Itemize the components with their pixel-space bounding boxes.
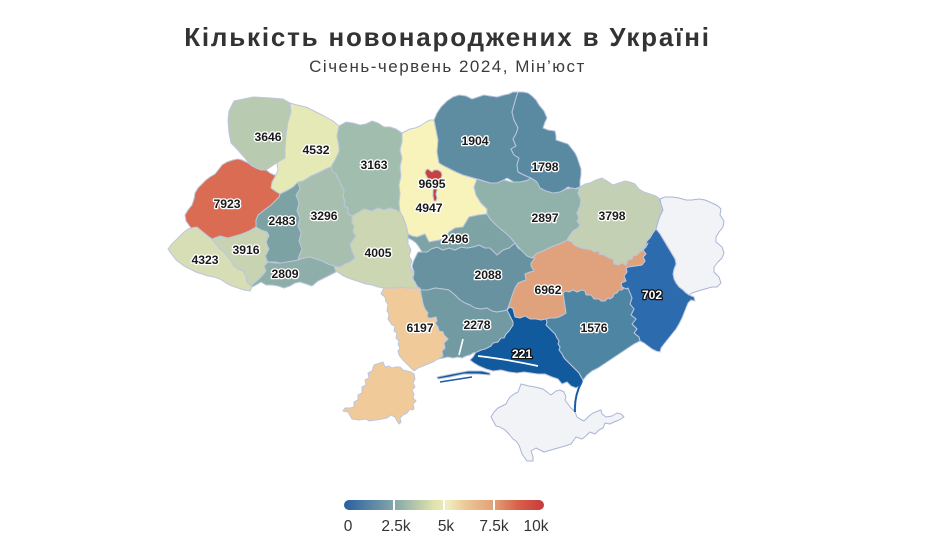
svg-text:2483: 2483 (268, 214, 295, 228)
svg-text:3646: 3646 (254, 130, 281, 144)
svg-text:3296: 3296 (310, 209, 337, 223)
svg-text:10k: 10k (524, 518, 549, 535)
svg-text:4005: 4005 (364, 246, 391, 260)
svg-text:6197: 6197 (406, 321, 433, 335)
svg-text:1904: 1904 (461, 134, 488, 148)
svg-text:221: 221 (512, 347, 533, 361)
svg-text:1798: 1798 (531, 160, 558, 174)
svg-text:3916: 3916 (232, 243, 259, 257)
svg-text:1576: 1576 (580, 321, 607, 335)
svg-text:6962: 6962 (534, 283, 561, 297)
svg-text:2.5k: 2.5k (381, 518, 411, 535)
svg-text:2088: 2088 (474, 268, 501, 282)
svg-text:9695: 9695 (418, 177, 445, 191)
svg-text:3798: 3798 (598, 209, 625, 223)
svg-text:0: 0 (344, 518, 353, 535)
svg-text:4323: 4323 (191, 253, 218, 267)
svg-text:7.5k: 7.5k (479, 518, 509, 535)
svg-text:702: 702 (642, 288, 663, 302)
svg-text:3163: 3163 (360, 158, 387, 172)
svg-text:5k: 5k (438, 518, 455, 535)
svg-text:4947: 4947 (415, 201, 442, 215)
svg-text:2897: 2897 (531, 211, 558, 225)
svg-text:2809: 2809 (271, 267, 298, 281)
svg-text:4532: 4532 (302, 143, 329, 157)
svg-text:2496: 2496 (441, 232, 468, 246)
svg-text:2278: 2278 (463, 318, 490, 332)
svg-text:7923: 7923 (213, 197, 240, 211)
